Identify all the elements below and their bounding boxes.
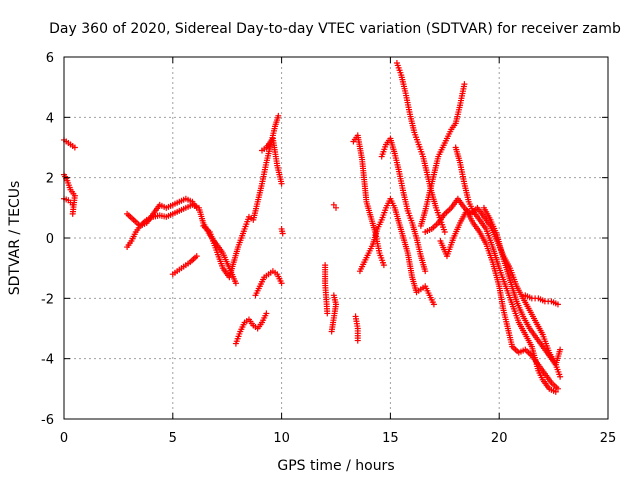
data-point [328,328,335,335]
data-point [461,81,468,88]
x-tick-label: 15 [382,431,399,446]
grid-lines [64,57,608,419]
data-point [278,180,285,187]
data-point [422,268,429,275]
x-tick-label: 5 [169,431,177,446]
x-tick-label: 10 [273,431,290,446]
y-tick-label: 0 [46,232,54,247]
y-tick-label: 4 [46,111,54,126]
data-point [69,210,76,217]
data-point [69,201,76,208]
data-point [71,144,78,151]
x-tick-label: 20 [491,431,508,446]
data-point [232,280,239,287]
y-tick-labels: -6 -4 -2 0 2 4 6 [41,51,54,428]
chart-title: Day 360 of 2020, Sidereal Day-to-day VTE… [49,21,621,37]
data-point [193,253,200,260]
data-point [275,112,282,119]
data-point [441,228,448,235]
x-tick-label: 0 [60,431,68,446]
y-tick-label: -2 [41,292,54,307]
data-point [554,385,561,392]
x-tick-labels: 0 5 10 15 20 25 [60,431,616,446]
y-tick-label: 6 [46,51,54,66]
data-point [263,310,270,317]
data-point [380,262,387,269]
y-tick-label: 2 [46,172,54,187]
x-tick-label: 25 [600,431,617,446]
data-point [324,310,331,317]
data-point [279,230,286,237]
y-tick-label: -4 [41,353,54,368]
data-point [557,346,564,353]
data-points [61,60,564,395]
x-axis-label: GPS time / hours [277,458,394,474]
data-point [552,388,559,395]
data-point [354,337,361,344]
y-axis-label: SDTVAR / TECUs [7,181,23,296]
axis-ticks [63,56,609,420]
data-point [330,201,337,208]
data-point [557,373,564,380]
data-point [430,301,437,308]
data-point [278,280,285,287]
data-point [333,204,339,211]
data-point [554,301,561,308]
y-tick-label: -6 [41,413,54,428]
